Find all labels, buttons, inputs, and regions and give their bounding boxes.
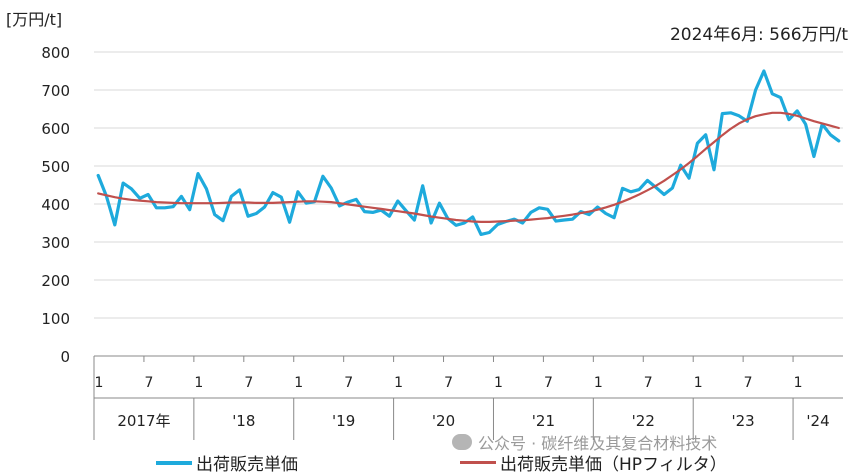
y-tick-label: 500 <box>41 158 70 176</box>
series-line-hp <box>97 111 840 223</box>
gridlines <box>94 51 843 319</box>
x-month-label: 1 <box>394 375 403 391</box>
legend-item-raw: 出荷販売単価 <box>156 450 298 475</box>
watermark-text: 公众号 · 碳纤维及其复合材料技术 <box>478 434 718 453</box>
y-tick-label: 0 <box>60 348 70 366</box>
x-year-label: '18 <box>232 412 255 430</box>
legend-swatch-hp <box>460 461 496 464</box>
legend-item-hp: 出荷販売単価（HPフィルタ） <box>460 450 727 475</box>
x-month-label: 1 <box>294 375 303 391</box>
x-month-label: 7 <box>444 375 453 391</box>
x-month-label: 1 <box>95 375 104 391</box>
x-year-label: '19 <box>332 412 355 430</box>
series-line-raw <box>96 69 841 236</box>
x-month-label: 1 <box>194 375 203 391</box>
y-axis: 0 100 200 300 400 500 600 700 800 <box>41 44 70 366</box>
x-month-label: 1 <box>794 375 803 391</box>
y-tick-label: 300 <box>41 234 70 252</box>
watermark: 公众号 · 碳纤维及其复合材料技术 <box>452 430 717 454</box>
y-tick-label: 600 <box>41 120 70 138</box>
y-tick-label: 200 <box>41 272 70 290</box>
legend: 出荷販売単価 出荷販売単価（HPフィルタ） <box>0 448 856 475</box>
y-tick-label: 700 <box>41 82 70 100</box>
x-axis: 1 7 1 7 1 7 1 7 1 7 1 7 1 7 1 2017年 '18 '19 '20 '21 '22 '23 '2… <box>93 355 843 440</box>
x-month-label: 7 <box>544 375 553 391</box>
x-month-label: 1 <box>494 375 503 391</box>
x-month-label: 7 <box>644 375 653 391</box>
legend-swatch-raw <box>156 460 192 465</box>
x-year-label: 2017年 <box>117 412 170 430</box>
x-month-label: 7 <box>344 375 353 391</box>
x-year-label: '23 <box>732 412 755 430</box>
x-month-label: 1 <box>694 375 703 391</box>
legend-label-raw: 出荷販売単価 <box>196 455 298 475</box>
x-year-label: '20 <box>432 412 455 430</box>
price-line-chart: 0 100 200 300 400 500 600 700 800 1 7 1 7 1 7 1 7 1 7 1 7 1 7… <box>41 44 843 440</box>
x-year-label: '22 <box>632 412 655 430</box>
legend-label-hp: 出荷販売単価（HPフィルタ） <box>500 455 727 475</box>
x-month-label: 7 <box>144 375 153 391</box>
y-tick-label: 100 <box>41 310 70 328</box>
x-month-label: 1 <box>594 375 603 391</box>
y-axis-unit-label: [万円/t] <box>6 10 63 29</box>
latest-price-annotation: 2024年6月: 566万円/t <box>669 25 848 45</box>
y-tick-label: 400 <box>41 196 70 214</box>
x-year-label: '21 <box>532 412 555 430</box>
wechat-icon <box>452 434 472 450</box>
series-lines <box>96 69 841 236</box>
x-month-label: 7 <box>244 375 253 391</box>
x-year-label: '24 <box>806 412 829 430</box>
y-tick-label: 800 <box>41 44 70 62</box>
x-month-label: 7 <box>744 375 753 391</box>
